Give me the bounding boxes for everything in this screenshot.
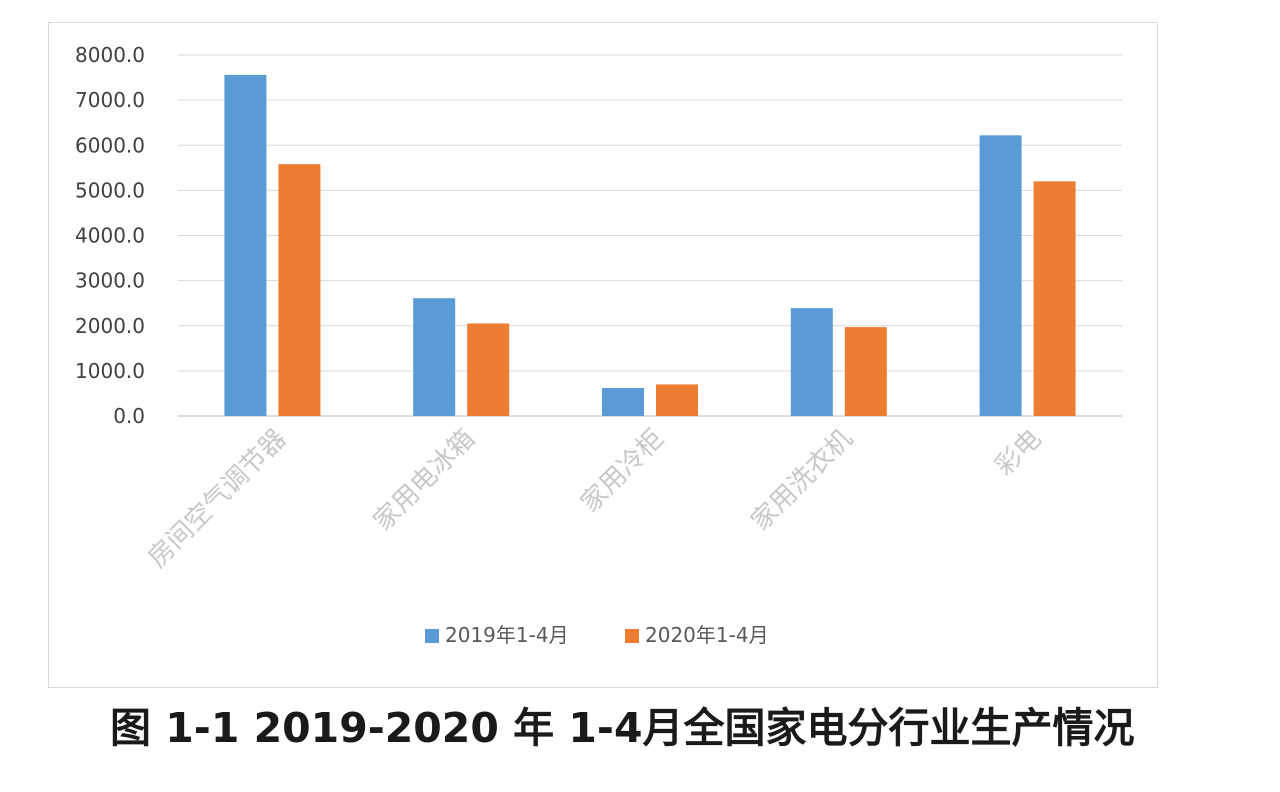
figure-caption: 图 1-1 2019-2020 年 1-4月全国家电分行业生产情况 — [110, 704, 1135, 752]
y-tick-label: 0.0 — [113, 404, 145, 428]
bar-2020-3 — [844, 327, 887, 416]
bar-2019-1 — [413, 298, 456, 416]
x-tick-label: 房间空气调节器 — [142, 424, 292, 574]
y-tick-label: 1000.0 — [75, 359, 145, 383]
legend-label: 2020年1-4月 — [645, 623, 769, 647]
x-tick-label: 家用洗衣机 — [746, 424, 859, 537]
gridlines — [178, 54, 1122, 417]
bar-2020-4 — [1033, 181, 1076, 416]
bar-2019-2 — [602, 388, 644, 416]
y-tick-label: 5000.0 — [75, 178, 145, 202]
bars — [224, 74, 1076, 416]
legend-swatch — [425, 629, 439, 643]
bar-2019-3 — [790, 308, 833, 416]
bar-2020-0 — [278, 164, 321, 416]
legend-label: 2019年1-4月 — [445, 623, 569, 647]
y-tick-label: 6000.0 — [75, 133, 145, 157]
y-tick-label: 2000.0 — [75, 314, 145, 338]
y-tick-label: 7000.0 — [75, 88, 145, 112]
legend: 2019年1-4月 2020年1-4月 — [425, 623, 769, 647]
bar-2020-1 — [467, 323, 510, 416]
x-axis-tick-labels: 房间空气调节器 家用电冰箱 家用冷柜 家用洗衣机 彩电 — [142, 424, 1047, 574]
bar-2019-0 — [224, 74, 267, 416]
bar-2019-4 — [979, 135, 1022, 416]
bar-2020-2 — [656, 384, 698, 416]
x-tick-label: 家用电冰箱 — [368, 424, 481, 537]
y-tick-label: 4000.0 — [75, 224, 145, 248]
y-tick-label: 8000.0 — [75, 43, 145, 67]
bar-chart: 0.0 1000.0 2000.0 3000.0 4000.0 5000.0 6000.0 7… — [75, 43, 1122, 647]
x-tick-label: 彩电 — [990, 424, 1048, 482]
legend-swatch — [625, 629, 639, 643]
x-tick-label: 家用冷柜 — [575, 424, 670, 519]
y-tick-label: 3000.0 — [75, 269, 145, 293]
y-axis-tick-labels: 0.0 1000.0 2000.0 3000.0 4000.0 5000.0 6000.0 7… — [75, 43, 145, 428]
